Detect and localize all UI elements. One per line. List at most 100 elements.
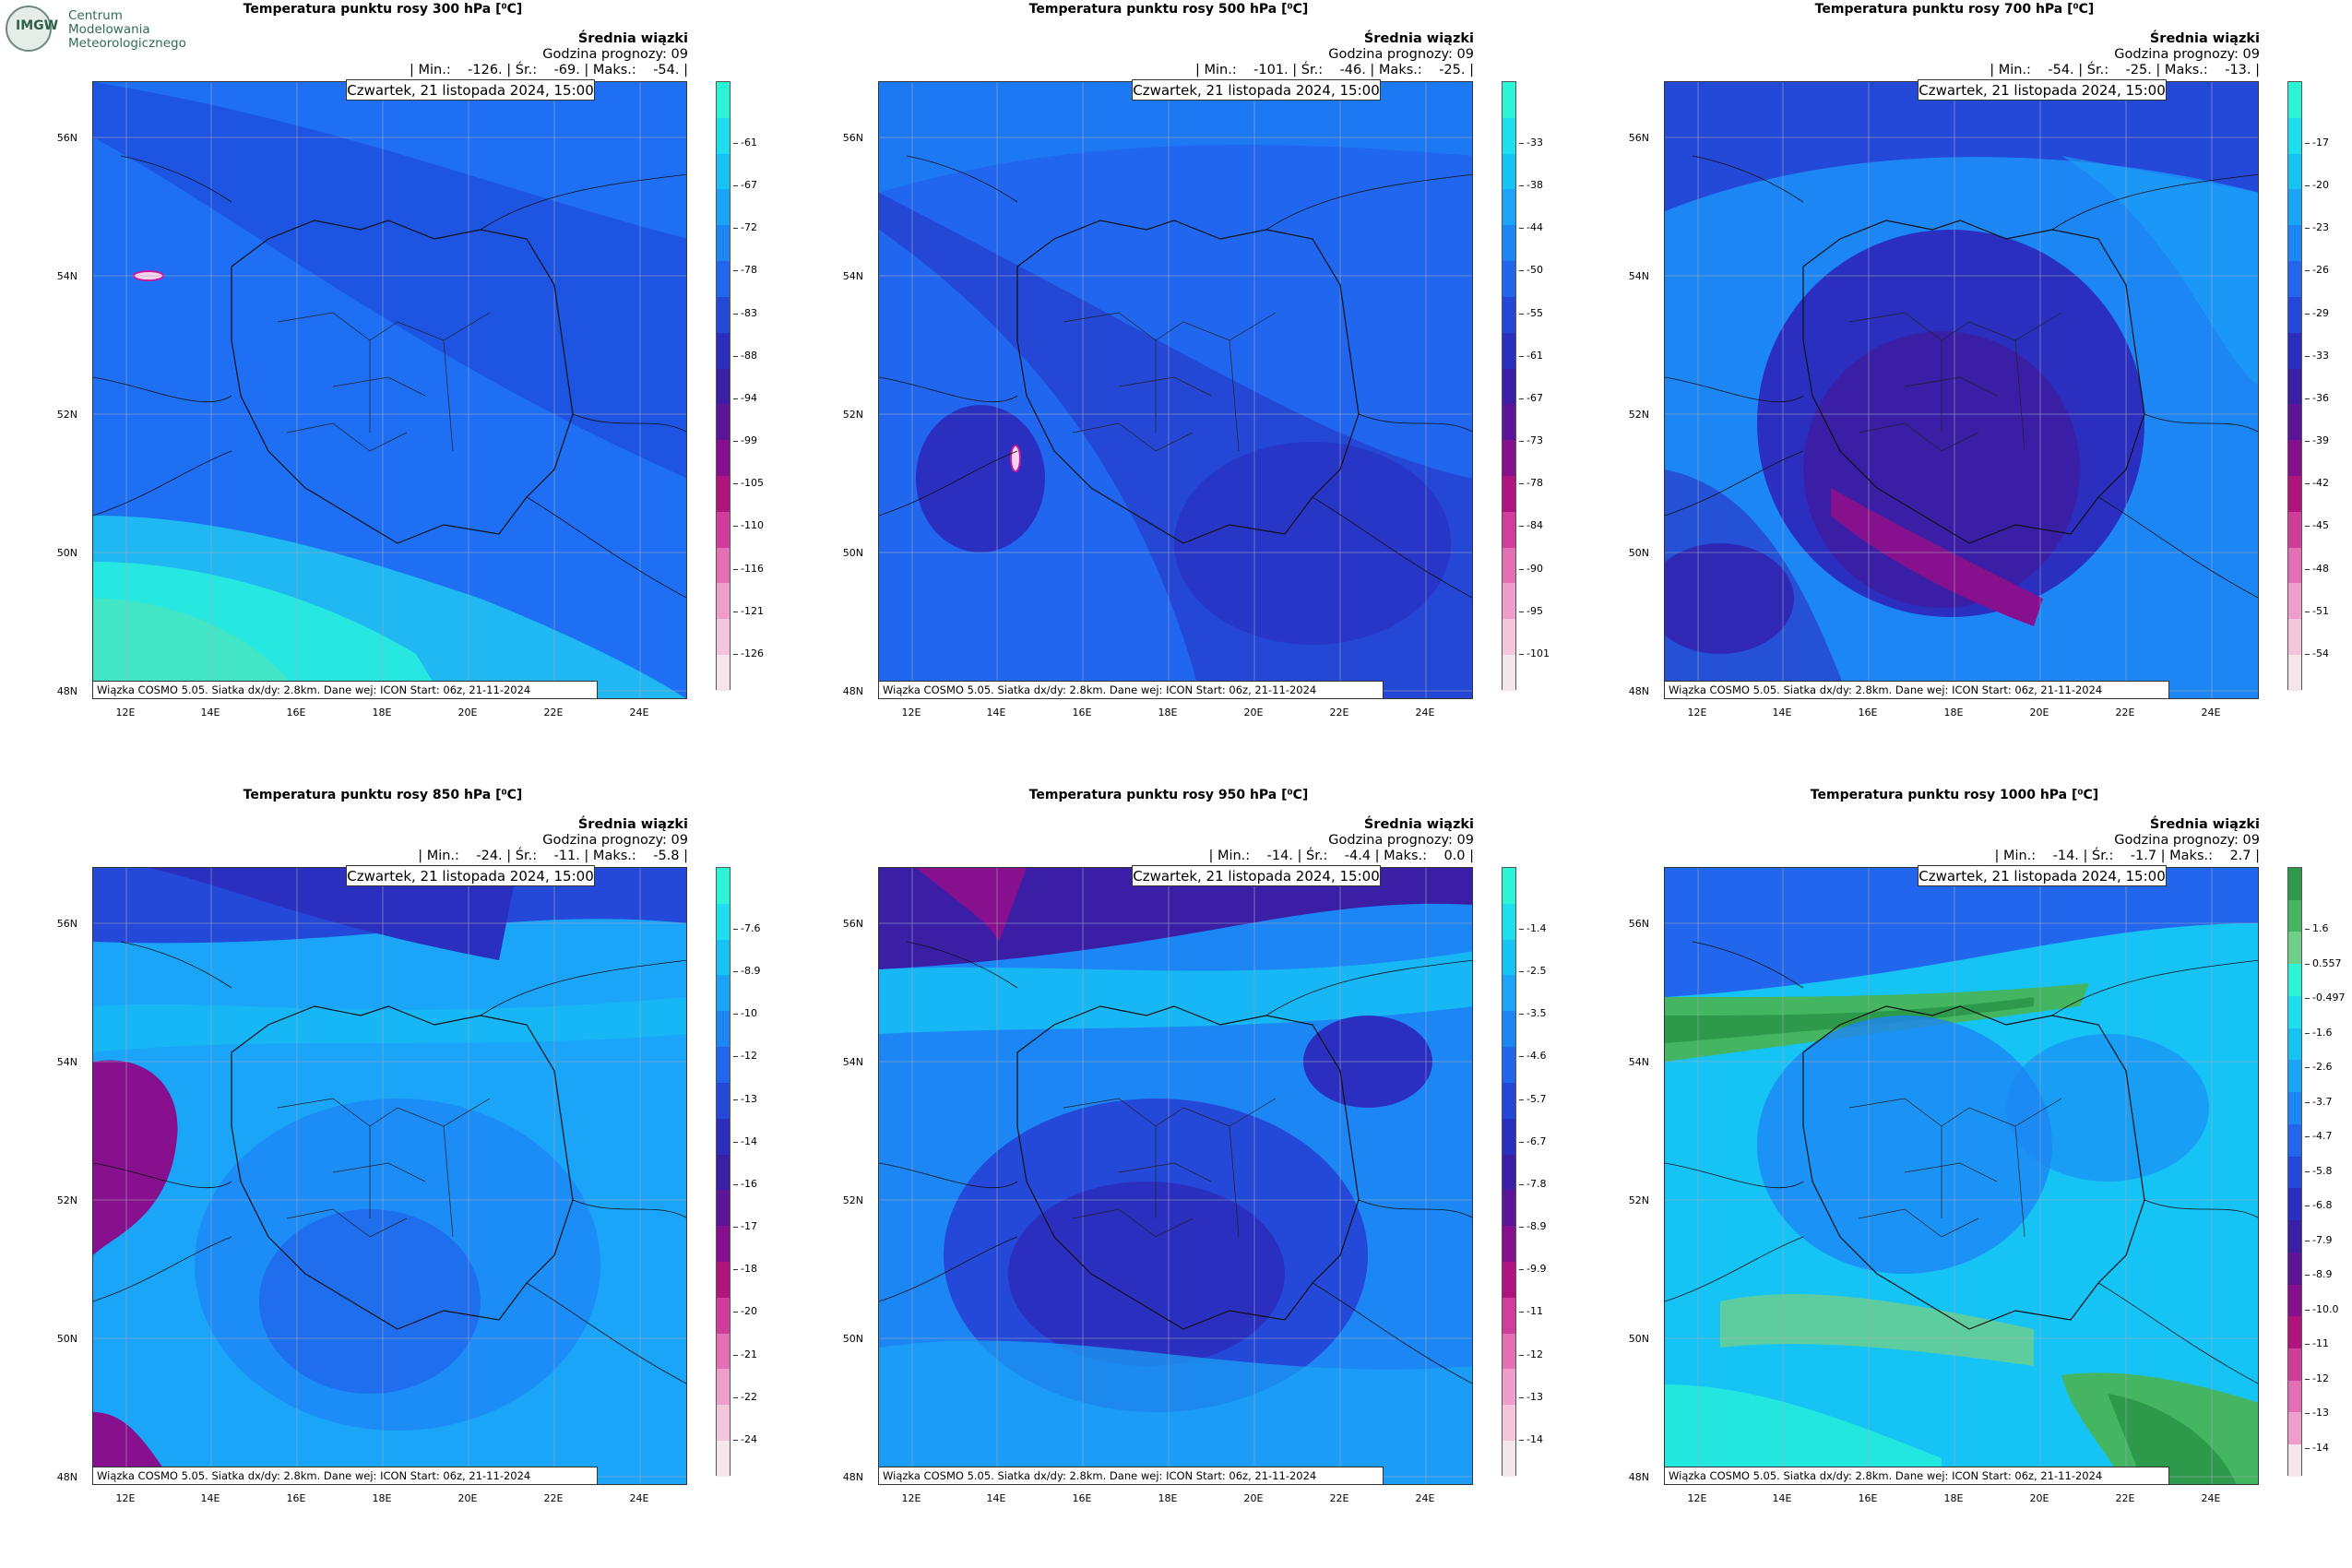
dewpoint-field-map [93, 82, 686, 698]
colorbar [716, 867, 731, 1477]
colorbar-tick-label: -5.8 [2304, 1165, 2333, 1177]
colorbar-segment [717, 82, 730, 118]
colorbar-segment [717, 1118, 730, 1155]
colorbar-tick-label: -14 [2305, 1442, 2329, 1454]
colorbar-segment [717, 404, 730, 441]
colorbar-segment [717, 475, 730, 512]
panel-stats: | Min.: -54. | Śr.: -25. | Maks.: -13. | [1990, 63, 2260, 77]
panel-stats: | Min.: -126. | Śr.: -69. | Maks.: -54. … [409, 63, 688, 77]
colorbar-segment [1503, 296, 1515, 333]
colorbar-segment [2288, 332, 2301, 369]
panel-subtitle: Średnia wiązki [577, 31, 688, 46]
dewpoint-field-map [93, 868, 686, 1484]
colorbar-tick-label: -95 [1519, 605, 1543, 617]
lat-label: 50N [1628, 547, 1649, 559]
colorbar-tick-label: -33 [2305, 350, 2329, 362]
colorbar-tick-label: -8.9 [732, 965, 761, 977]
colorbar-tick-label: -21 [733, 1348, 757, 1360]
colorbar-tick-label: -67 [1519, 392, 1543, 404]
colorbar-segment [2288, 583, 2301, 620]
colorbar-segment [2288, 1348, 2301, 1381]
colorbar-segment [2288, 1123, 2301, 1157]
panel-title: Temperatura punktu rosy 300 hPa [⁰C] [243, 2, 523, 17]
colorbar-segment [717, 332, 730, 369]
colorbar-segment [717, 440, 730, 476]
colorbar-segment [2288, 1188, 2301, 1221]
colorbar-segment [717, 153, 730, 190]
colorbar-segment [2288, 440, 2301, 476]
panel-stats: | Min.: -14. | Śr.: -1.7 | Maks.: 2.7 | [1994, 849, 2260, 863]
logo-text: Centrum Modelowania Meteorologicznego [68, 8, 186, 51]
colorbar-segment [717, 547, 730, 584]
colorbar-segment [717, 189, 730, 226]
lat-label: 52N [1628, 409, 1649, 421]
lon-label: 22E [2115, 1492, 2135, 1504]
panel-title: Temperatura punktu rosy 1000 hPa [⁰C] [1810, 788, 2099, 802]
map-panel: Temperatura punktu rosy 700 hPa [⁰C] Śre… [1572, 0, 2337, 738]
colorbar-segment [717, 1047, 730, 1083]
lon-label: 18E [1943, 1492, 1964, 1504]
lon-label: 16E [1858, 1492, 1878, 1504]
lat-label: 52N [842, 1194, 863, 1206]
lon-label: 24E [1415, 1492, 1435, 1504]
lon-label: 24E [629, 707, 649, 719]
lat-label: 52N [56, 1194, 77, 1206]
colorbar-tick-label: -83 [733, 307, 757, 319]
colorbar [716, 81, 731, 691]
colorbar-tick-label: -94 [733, 392, 757, 404]
panel-info: Średnia wiązki Godzina prognozy: 09 | Mi… [418, 817, 688, 864]
colorbar-segment [717, 1261, 730, 1298]
colorbar-tick-label: -14 [1519, 1433, 1543, 1445]
colorbar-segment [1503, 1297, 1515, 1334]
lon-label: 18E [372, 1492, 392, 1504]
colorbar-segment [1503, 583, 1515, 620]
colorbar-segment [2288, 225, 2301, 262]
colorbar-segment [1503, 619, 1515, 655]
colorbar-segment [717, 1369, 730, 1406]
lon-label: 16E [1072, 707, 1092, 719]
colorbar-tick-label: -10 [733, 1007, 757, 1019]
lat-label: 54N [56, 270, 77, 282]
colorbar-tick-label: -3.7 [2304, 1096, 2333, 1108]
valid-date-box: Czwartek, 21 listopada 2024, 15:00 [1132, 79, 1381, 101]
colorbar-tick-label: -61 [733, 137, 757, 148]
colorbar-tick-label: -22 [733, 1391, 757, 1403]
lat-label: 48N [1628, 685, 1649, 697]
colorbar-tick-label: -8.9 [2304, 1268, 2333, 1280]
map-frame [878, 867, 1473, 1485]
lat-label: 48N [842, 685, 863, 697]
colorbar-segment [1503, 368, 1515, 405]
colorbar-segment [2288, 1412, 2301, 1445]
forecast-hour: Godzina prognozy: 09 [542, 833, 688, 848]
lat-label: 48N [56, 685, 77, 697]
colorbar-segment [717, 117, 730, 154]
colorbar-tick-label: -29 [2305, 307, 2329, 319]
lon-label: 14E [200, 1492, 220, 1504]
colorbar-tick-label: -2.5 [1518, 965, 1547, 977]
lon-label: 14E [1772, 1492, 1792, 1504]
colorbar-segment [717, 1333, 730, 1370]
colorbar-tick-label: -10.0 [2304, 1303, 2339, 1315]
model-info-footer: Wiązka COSMO 5.05. Siatka dx/dy: 2.8km. … [1664, 681, 2169, 699]
lon-label: 12E [901, 1492, 921, 1504]
colorbar-tick-label: -33 [1519, 137, 1543, 148]
colorbar-tick-label: -16 [733, 1178, 757, 1190]
lat-label: 56N [56, 918, 77, 930]
colorbar-segment [1503, 655, 1515, 691]
colorbar-tick-label: -42 [2305, 477, 2329, 489]
colorbar-tick-label: -13 [733, 1093, 757, 1105]
colorbar-segment [1503, 1405, 1515, 1441]
valid-date-box: Czwartek, 21 listopada 2024, 15:00 [346, 79, 595, 101]
colorbar-tick-label: -23 [2305, 221, 2329, 233]
lon-label: 24E [629, 1492, 649, 1504]
lon-label: 20E [2029, 1492, 2049, 1504]
colorbar-segment [717, 975, 730, 1012]
colorbar-tick-label: -110 [733, 519, 764, 531]
dewpoint-field-map [879, 868, 1472, 1484]
colorbar-segment [2288, 189, 2301, 226]
colorbar-tick-label: -3.5 [1518, 1007, 1547, 1019]
lon-label: 16E [286, 1492, 306, 1504]
colorbar-segment [2288, 932, 2301, 965]
colorbar-segment [1503, 903, 1515, 940]
lon-label: 24E [1415, 707, 1435, 719]
